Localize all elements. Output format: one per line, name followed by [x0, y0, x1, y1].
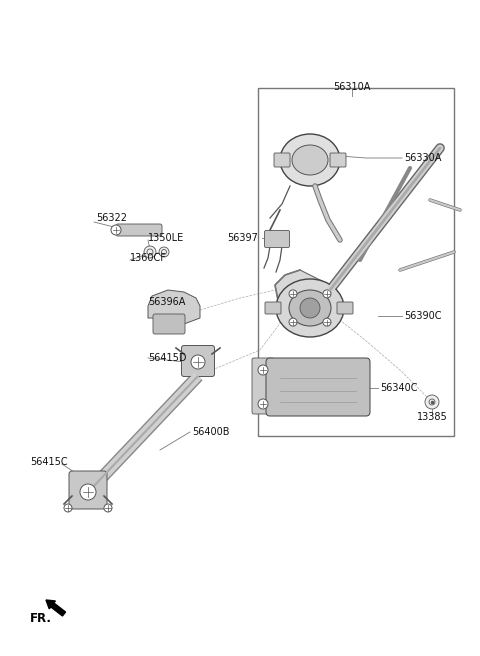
FancyBboxPatch shape — [337, 302, 353, 314]
Circle shape — [258, 399, 268, 409]
FancyBboxPatch shape — [274, 153, 290, 167]
FancyBboxPatch shape — [153, 314, 185, 334]
FancyBboxPatch shape — [266, 358, 370, 416]
Text: 56322: 56322 — [96, 213, 127, 223]
Circle shape — [104, 504, 112, 512]
Text: 1360CF: 1360CF — [130, 253, 167, 263]
Text: 56397: 56397 — [227, 233, 258, 243]
Circle shape — [111, 225, 121, 235]
Text: 56396A: 56396A — [148, 297, 185, 307]
Circle shape — [80, 484, 96, 500]
Ellipse shape — [292, 145, 328, 175]
Text: 56400B: 56400B — [192, 427, 229, 437]
Ellipse shape — [289, 290, 331, 326]
FancyBboxPatch shape — [116, 224, 162, 236]
Text: 56310A: 56310A — [333, 82, 371, 92]
Circle shape — [429, 399, 435, 405]
Text: 56415C: 56415C — [30, 457, 68, 467]
Text: 1350LE: 1350LE — [148, 233, 184, 243]
FancyBboxPatch shape — [330, 153, 346, 167]
Circle shape — [300, 298, 320, 318]
Circle shape — [147, 249, 153, 255]
Circle shape — [323, 318, 331, 326]
FancyBboxPatch shape — [69, 471, 107, 509]
Ellipse shape — [280, 134, 340, 186]
Bar — [258, 88, 454, 436]
Circle shape — [144, 246, 156, 258]
Text: 56415D: 56415D — [148, 353, 187, 363]
Text: 56390C: 56390C — [404, 311, 442, 321]
Polygon shape — [275, 270, 330, 305]
FancyBboxPatch shape — [264, 230, 289, 247]
Text: 56340C: 56340C — [380, 383, 418, 393]
Circle shape — [191, 355, 205, 369]
Circle shape — [289, 318, 297, 326]
Ellipse shape — [276, 279, 344, 337]
FancyBboxPatch shape — [252, 358, 274, 414]
Circle shape — [64, 504, 72, 512]
Text: FR.: FR. — [30, 611, 52, 625]
Circle shape — [258, 365, 268, 375]
Text: 13385: 13385 — [417, 412, 447, 422]
Circle shape — [161, 249, 167, 255]
FancyBboxPatch shape — [265, 302, 281, 314]
FancyBboxPatch shape — [181, 346, 215, 377]
Circle shape — [323, 290, 331, 298]
Polygon shape — [148, 290, 200, 324]
FancyArrow shape — [46, 600, 66, 616]
Text: 56330A: 56330A — [404, 153, 442, 163]
Circle shape — [159, 247, 169, 257]
Circle shape — [425, 395, 439, 409]
Circle shape — [289, 290, 297, 298]
